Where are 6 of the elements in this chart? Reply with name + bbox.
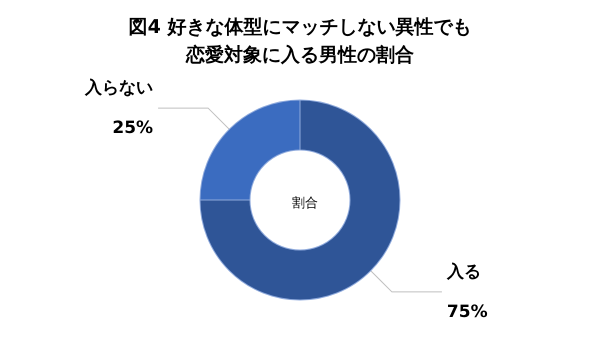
chart-title: 図4 好きな体型にマッチしない異性でも恋愛対象に入る男性の割合 <box>128 16 472 66</box>
slice-label: 入る <box>446 262 481 282</box>
data-label: 75% <box>446 302 488 322</box>
text: 割合 <box>292 196 318 211</box>
slice-label: 入らない <box>84 78 154 98</box>
data-label: 25% <box>112 118 154 138</box>
